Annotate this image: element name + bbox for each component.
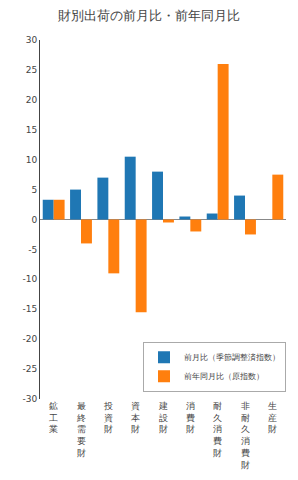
svg-text:前年同月比（原指数）: 前年同月比（原指数） — [184, 372, 264, 381]
svg-text:財別出荷の前月比・前年同月比: 財別出荷の前月比・前年同月比 — [58, 8, 240, 23]
svg-text:-20: -20 — [22, 334, 37, 344]
svg-text:25: 25 — [26, 65, 37, 75]
svg-text:0: 0 — [31, 215, 37, 225]
svg-text:建設財: 建設財 — [158, 401, 168, 434]
svg-text:-30: -30 — [22, 394, 37, 404]
svg-text:30: 30 — [26, 35, 38, 45]
svg-text:鉱工業: 鉱工業 — [49, 401, 58, 434]
svg-text:-10: -10 — [22, 274, 37, 284]
svg-text:消費財: 消費財 — [186, 401, 195, 434]
svg-text:5: 5 — [31, 185, 37, 195]
svg-text:非耐久消費財: 非耐久消費財 — [241, 401, 250, 470]
svg-text:投資財: 投資財 — [103, 401, 113, 434]
svg-text:生産財: 生産財 — [268, 401, 277, 434]
svg-text:-25: -25 — [22, 364, 37, 374]
svg-text:-15: -15 — [22, 304, 37, 314]
svg-text:20: 20 — [26, 95, 38, 105]
svg-text:最終需要財: 最終需要財 — [76, 401, 86, 458]
svg-text:前月比（季節調整済指数）: 前月比（季節調整済指数） — [184, 353, 280, 362]
svg-text:資本財: 資本財 — [131, 401, 140, 434]
svg-text:10: 10 — [26, 155, 38, 165]
svg-text:耐久消費財: 耐久消費財 — [213, 401, 222, 458]
svg-text:15: 15 — [26, 125, 37, 135]
svg-text:-5: -5 — [28, 245, 37, 255]
